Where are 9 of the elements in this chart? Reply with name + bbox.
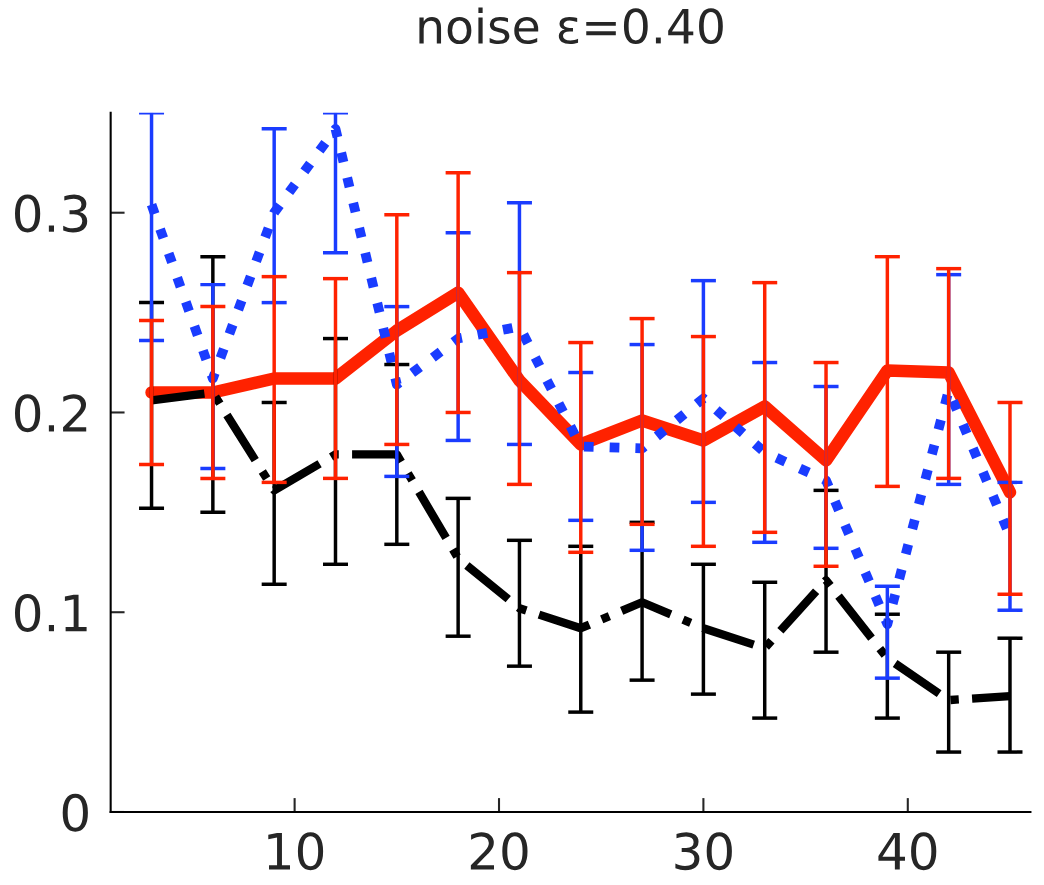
y-tick-label: 0 xyxy=(62,793,88,832)
x-tick-label: 40 xyxy=(878,832,937,871)
x-tick-label: 10 xyxy=(268,832,324,871)
y-tick-label: 0.3 xyxy=(15,194,88,233)
y-tick-label: 0.1 xyxy=(15,594,87,632)
x-tick-label: 20 xyxy=(470,832,528,871)
x-tick-label: 30 xyxy=(675,832,732,871)
chart-title: noise ε=0.40 xyxy=(419,7,723,45)
y-tick-label: 0.2 xyxy=(15,394,87,433)
